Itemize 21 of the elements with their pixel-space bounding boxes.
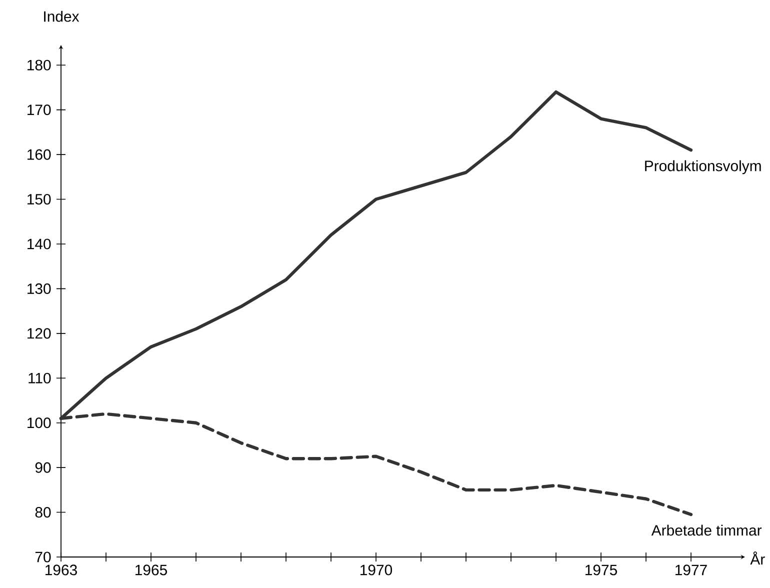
y-tick-label: 80 <box>35 506 51 518</box>
y-tick-label: 130 <box>28 283 51 294</box>
x-tick-label: 1977 <box>676 564 707 576</box>
y-axis-title: Index <box>44 10 80 22</box>
x-tick-label: 1970 <box>360 564 392 576</box>
x-tick-label: 1975 <box>586 564 617 576</box>
x-axis-title: År <box>750 551 765 565</box>
series-label: Arbetade timmar <box>651 524 762 536</box>
y-tick-label: 150 <box>28 194 51 205</box>
y-tick-label: 120 <box>28 328 51 339</box>
x-tick-label: 1965 <box>136 564 167 576</box>
y-tick-label: 110 <box>28 372 51 384</box>
series-label: Produktionsvolym <box>645 160 761 174</box>
y-tick-label: 160 <box>28 149 51 160</box>
y-tick-label: 140 <box>28 238 51 250</box>
x-tick-label: 1963 <box>46 564 77 576</box>
y-tick-label: 180 <box>28 60 51 70</box>
y-tick-label: 90 <box>35 462 51 473</box>
y-tick-label: 70 <box>35 552 51 562</box>
y-tick-label: 100 <box>28 418 51 428</box>
y-tick-label: 170 <box>28 104 51 116</box>
